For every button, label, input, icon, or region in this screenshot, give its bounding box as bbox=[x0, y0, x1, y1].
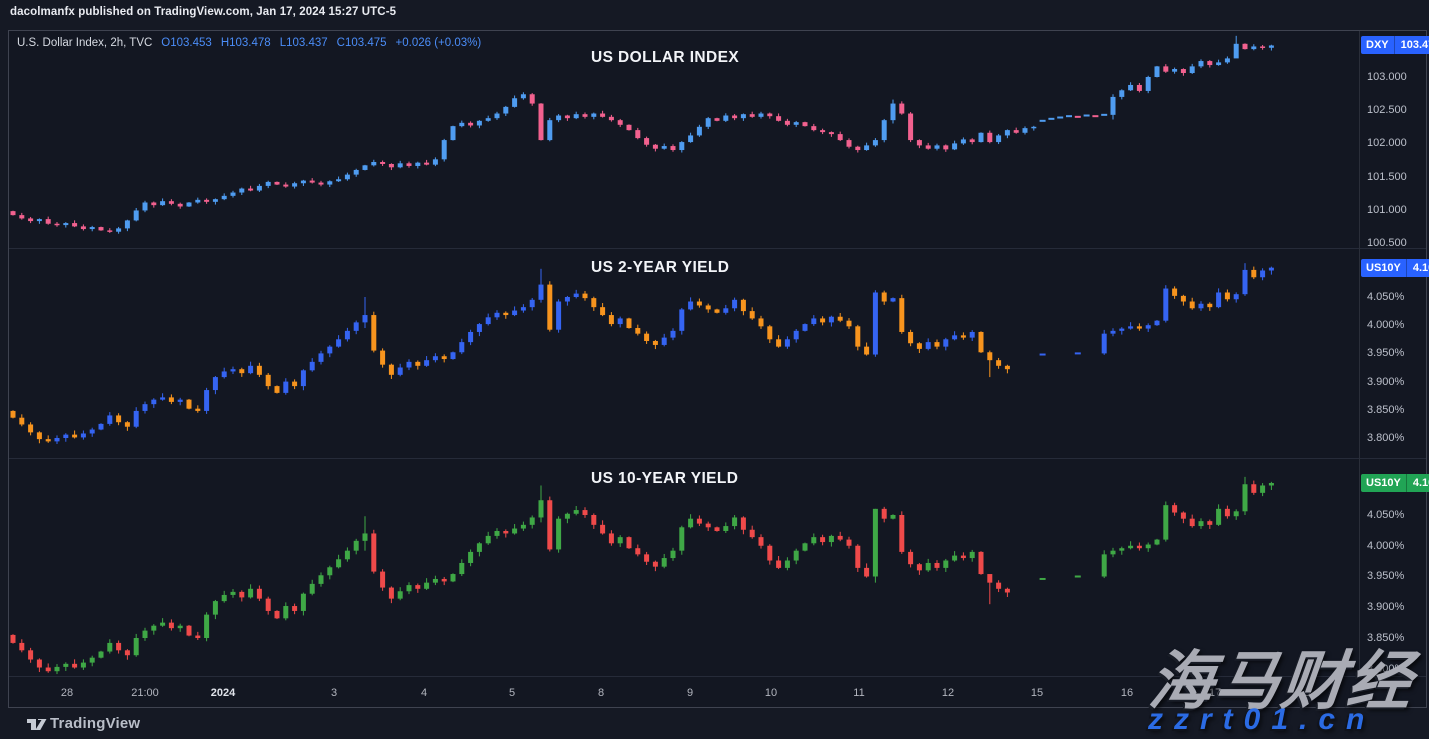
legend-high: H103.478 bbox=[220, 37, 271, 49]
price-tick-label: 3.900% bbox=[1367, 376, 1405, 388]
symbol-legend[interactable]: U.S. Dollar Index, 2h, TVC O103.453 H103.4… bbox=[17, 37, 481, 49]
legend-low: L103.437 bbox=[279, 37, 328, 49]
price-tick-label: 4.000% bbox=[1367, 540, 1405, 552]
candlestick-series-2 bbox=[10, 476, 1274, 675]
watermark-url: zzrt01.cn bbox=[1148, 703, 1376, 736]
price-tick-label: 100.500 bbox=[1367, 237, 1407, 249]
last-price-tag-us10y-2: US10Y 4.102% bbox=[1361, 474, 1429, 492]
price-tick-label: 3.800% bbox=[1367, 432, 1405, 444]
price-tick-label: 101.500 bbox=[1367, 171, 1407, 183]
price-tick-label: 3.850% bbox=[1367, 632, 1405, 644]
time-axis-label: 11 bbox=[853, 687, 865, 699]
time-axis-label: 18 bbox=[1297, 687, 1311, 699]
pane-separator-1[interactable] bbox=[9, 248, 1426, 249]
time-axis-label: 12 bbox=[941, 687, 955, 699]
pane-separator-2[interactable] bbox=[9, 458, 1426, 459]
tag-value: 4.102% bbox=[1412, 477, 1429, 489]
tag-value: 103.475 bbox=[1400, 39, 1429, 51]
price-tick-label: 3.950% bbox=[1367, 570, 1405, 582]
price-tick-label: 103.000 bbox=[1367, 71, 1407, 83]
time-axis-label: 2024 bbox=[210, 687, 236, 699]
pane-title-us10y: US 10-YEAR YIELD bbox=[591, 470, 739, 487]
last-price-tag-us10y-1: US10Y 4.102% bbox=[1361, 259, 1429, 277]
tradingview-brand[interactable]: TradingView bbox=[50, 715, 141, 732]
time-axis-label: 9 bbox=[686, 687, 694, 699]
tag-symbol: US10Y bbox=[1361, 474, 1407, 492]
price-tick-label: 3.900% bbox=[1367, 601, 1405, 613]
time-axis-label: 16 bbox=[1120, 687, 1134, 699]
legend-open: O103.453 bbox=[161, 37, 212, 49]
time-axis-label: 17 bbox=[1208, 687, 1222, 699]
price-tick-label: 4.050% bbox=[1367, 291, 1405, 303]
candlestick-chart[interactable] bbox=[9, 31, 1426, 707]
tag-symbol: US10Y bbox=[1361, 259, 1407, 277]
time-axis-label: 10 bbox=[764, 687, 778, 699]
chart-widget[interactable]: U.S. Dollar Index, 2h, TVC O103.453 H103.4… bbox=[8, 30, 1429, 708]
price-tick-label: 3.850% bbox=[1367, 404, 1405, 416]
price-tick-label: 3.800% bbox=[1367, 663, 1405, 675]
last-price-tag-dxy-0: DXY 103.475 bbox=[1361, 36, 1429, 54]
tradingview-logo-icon bbox=[27, 719, 47, 730]
price-tick-label: 3.950% bbox=[1367, 347, 1405, 359]
publish-header: dacolmanfx published on TradingView.com,… bbox=[10, 6, 397, 18]
price-tick-label: 101.000 bbox=[1367, 204, 1407, 216]
legend-close: C103.475 bbox=[336, 37, 387, 49]
tag-value: 4.102% bbox=[1412, 262, 1429, 274]
price-axis-separator[interactable] bbox=[1359, 31, 1360, 676]
tag-symbol: DXY bbox=[1361, 36, 1395, 54]
time-axis-label: 21:00 bbox=[131, 687, 159, 699]
legend-symbol[interactable]: U.S. Dollar Index, 2h, TVC bbox=[17, 37, 153, 49]
time-axis-label: 28 bbox=[60, 687, 74, 699]
legend-change: +0.026 (+0.03%) bbox=[395, 37, 482, 49]
price-tick-label: 102.500 bbox=[1367, 104, 1407, 116]
pane-title-us2y: US 2-YEAR YIELD bbox=[591, 259, 730, 276]
time-axis-separator bbox=[9, 676, 1426, 677]
time-axis-label: 4 bbox=[420, 687, 428, 699]
pane-title-dxy: US DOLLAR INDEX bbox=[591, 49, 740, 66]
footer: TradingView bbox=[0, 708, 1429, 739]
candlestick-series-0 bbox=[10, 35, 1274, 234]
time-axis-label: 3 bbox=[330, 687, 338, 699]
price-tick-label: 4.050% bbox=[1367, 509, 1405, 521]
time-axis-label: 8 bbox=[597, 687, 605, 699]
time-axis-label: 5 bbox=[508, 687, 516, 699]
time-axis-label: 15 bbox=[1030, 687, 1044, 699]
candlestick-series-1 bbox=[10, 263, 1274, 444]
price-tick-label: 4.000% bbox=[1367, 319, 1405, 331]
price-tick-label: 102.000 bbox=[1367, 137, 1407, 149]
